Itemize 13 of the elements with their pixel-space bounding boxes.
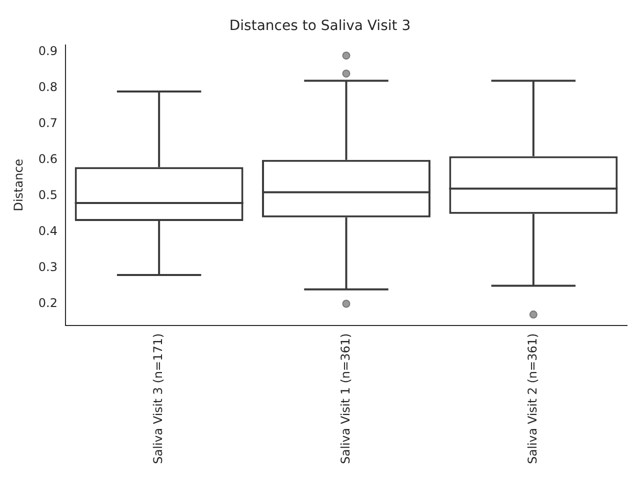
x-tick-label: Saliva Visit 3 (n=171) xyxy=(151,333,166,464)
y-tick-label: 0.5 xyxy=(38,188,58,202)
y-tick-label: 0.8 xyxy=(38,80,58,94)
y-tick-label: 0.7 xyxy=(38,116,58,130)
chart-title: Distances to Saliva Visit 3 xyxy=(229,18,411,34)
y-tick-label: 0.4 xyxy=(38,224,58,238)
y-tick-label: 0.3 xyxy=(38,260,58,274)
x-tick-label: Saliva Visit 2 (n=361) xyxy=(526,333,540,464)
y-tick-label: 0.2 xyxy=(38,296,58,310)
y-tick-label: 0.6 xyxy=(38,152,58,166)
y-tick-label: 0.9 xyxy=(38,44,58,58)
y-axis-title: Distance xyxy=(11,158,26,212)
x-tick-label: Saliva Visit 1 (n=361) xyxy=(338,333,352,464)
